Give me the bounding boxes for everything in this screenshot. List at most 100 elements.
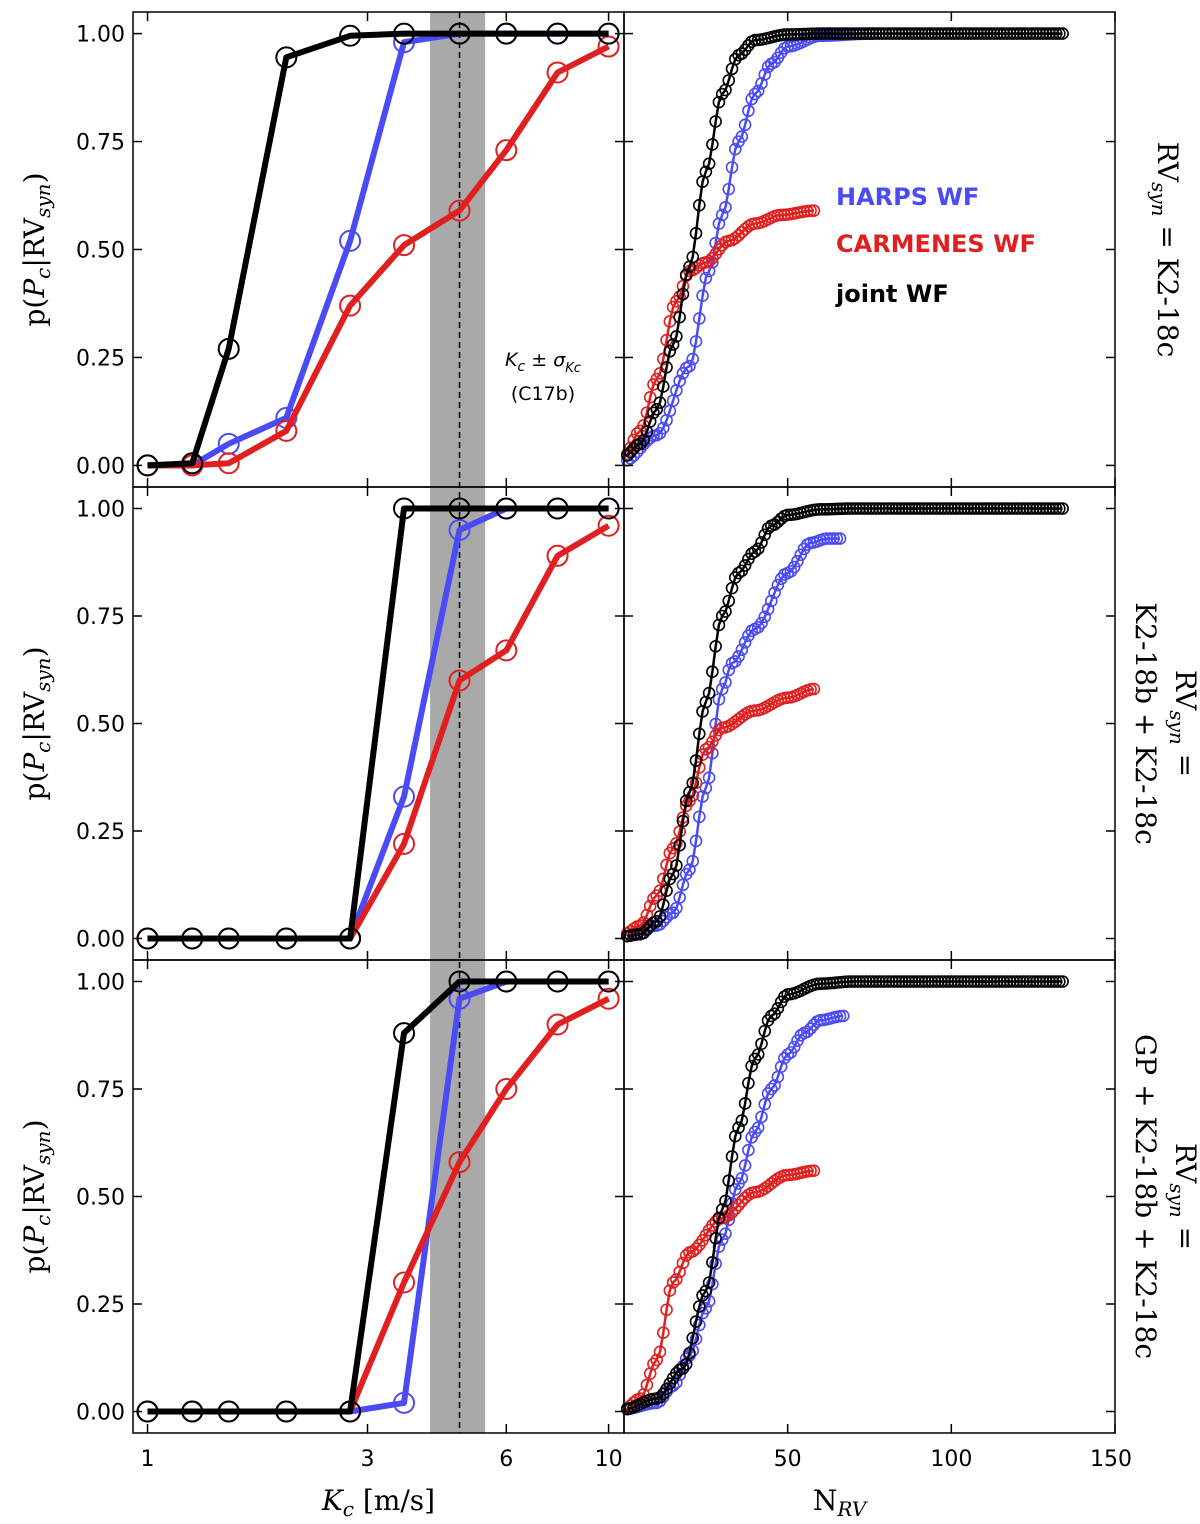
- data-point-joint: [689, 1315, 703, 1328]
- data-point-joint: [755, 1037, 768, 1051]
- data-point-joint: [807, 27, 821, 40]
- data-point-carmenes: [663, 1284, 677, 1297]
- data-point-joint: [660, 884, 673, 897]
- data-point-joint: [967, 975, 981, 988]
- data-point-joint: [833, 27, 847, 40]
- data-point-joint: [683, 1346, 696, 1360]
- data-point-harps: [715, 682, 729, 696]
- data-point-joint: [987, 502, 1001, 515]
- data-point-joint: [393, 1022, 416, 1045]
- data-point-joint: [994, 975, 1007, 988]
- data-point-joint: [735, 1114, 749, 1127]
- data-point-carmenes: [495, 639, 518, 662]
- data-point-carmenes: [650, 1353, 664, 1367]
- data-point-joint: [850, 502, 863, 515]
- data-point-joint: [643, 415, 657, 428]
- data-point-joint: [663, 344, 677, 358]
- data-point-carmenes: [689, 1242, 703, 1256]
- row-label-line: RVsyn =: [1165, 1143, 1200, 1250]
- data-point-joint: [863, 975, 876, 988]
- data-point-joint: [846, 27, 860, 40]
- data-point-joint: [909, 27, 922, 40]
- data-point-harps: [804, 1022, 817, 1035]
- data-point-harps: [830, 532, 844, 545]
- data-point-joint: [866, 502, 880, 515]
- data-point-harps: [712, 217, 726, 231]
- data-point-carmenes: [732, 1198, 745, 1212]
- x-tick-label: 3: [361, 1447, 375, 1472]
- data-point-joint: [755, 536, 768, 549]
- data-point-joint: [853, 975, 866, 988]
- data-point-harps: [722, 182, 736, 196]
- data-point-joint: [925, 27, 938, 40]
- data-point-joint: [984, 975, 997, 988]
- data-point-joint: [823, 27, 837, 40]
- data-point-joint: [820, 502, 834, 516]
- data-point-joint: [945, 975, 958, 988]
- data-point-joint: [925, 502, 938, 515]
- data-point-joint: [918, 27, 932, 40]
- data-point-joint: [706, 138, 719, 151]
- data-point-joint: [889, 502, 902, 515]
- data-point-joint: [866, 975, 880, 988]
- data-point-joint: [784, 28, 798, 41]
- data-point-joint: [948, 975, 961, 988]
- data-point-joint: [495, 970, 518, 993]
- data-point-joint: [751, 542, 765, 556]
- data-point-joint: [217, 337, 240, 360]
- data-point-joint: [699, 165, 713, 179]
- data-point-joint: [915, 502, 929, 515]
- data-point-joint: [866, 27, 880, 40]
- data-point-joint: [889, 27, 902, 40]
- data-point-joint: [709, 639, 722, 653]
- data-point-joint: [745, 1059, 758, 1073]
- data-point-joint: [840, 502, 853, 515]
- data-point-carmenes: [647, 1357, 660, 1371]
- data-point-joint: [650, 402, 664, 416]
- data-point-harps: [755, 1110, 768, 1124]
- data-point-joint: [814, 503, 827, 516]
- data-point-joint: [1030, 502, 1043, 515]
- data-point-joint: [892, 502, 906, 515]
- y-axis-label: p(Pc|RVsyn): [18, 646, 55, 800]
- data-point-joint: [1017, 975, 1030, 988]
- data-point-joint: [814, 977, 827, 990]
- data-point-harps: [735, 643, 749, 657]
- row-label-line: RVsyn = K2-18c: [1147, 142, 1184, 358]
- data-point-joint: [1046, 502, 1060, 515]
- data-point-joint: [546, 497, 569, 520]
- data-point-joint: [935, 975, 948, 988]
- data-point-joint: [974, 975, 988, 988]
- data-point-harps: [764, 1082, 778, 1096]
- data-point-joint: [994, 502, 1007, 515]
- data-point-joint: [1053, 502, 1066, 515]
- data-point-joint: [666, 338, 680, 351]
- data-point-joint: [495, 497, 518, 520]
- top-right-panel: [620, 27, 1069, 467]
- axes-frame: 50 100 150: [623, 959, 1132, 1472]
- data-point-harps: [673, 374, 686, 388]
- data-point-carmenes: [634, 919, 647, 932]
- axes-border: [623, 959, 1116, 1434]
- data-point-harps: [751, 84, 765, 98]
- data-point-harps: [683, 359, 696, 373]
- data-point-joint: [918, 975, 932, 988]
- data-point-harps: [699, 1302, 713, 1315]
- data-point-harps: [696, 289, 709, 303]
- series-line-joint: [627, 507, 1063, 938]
- data-point-joint: [873, 502, 886, 515]
- data-point-carmenes: [676, 1256, 690, 1270]
- data-point-joint: [850, 975, 863, 988]
- data-point-joint: [1033, 975, 1047, 988]
- data-point-joint: [876, 27, 889, 40]
- y-tick-label: 0.50: [76, 1186, 125, 1211]
- y-tick-label: 0.25: [76, 820, 125, 845]
- data-point-joint: [856, 975, 870, 988]
- data-point-harps: [339, 229, 362, 252]
- data-point-joint: [846, 975, 860, 988]
- series-line-joint: [147, 978, 609, 1415]
- data-point-joint: [1026, 27, 1040, 40]
- data-point-joint: [922, 502, 935, 515]
- data-point-carmenes: [679, 1249, 693, 1262]
- data-point-harps: [656, 421, 670, 435]
